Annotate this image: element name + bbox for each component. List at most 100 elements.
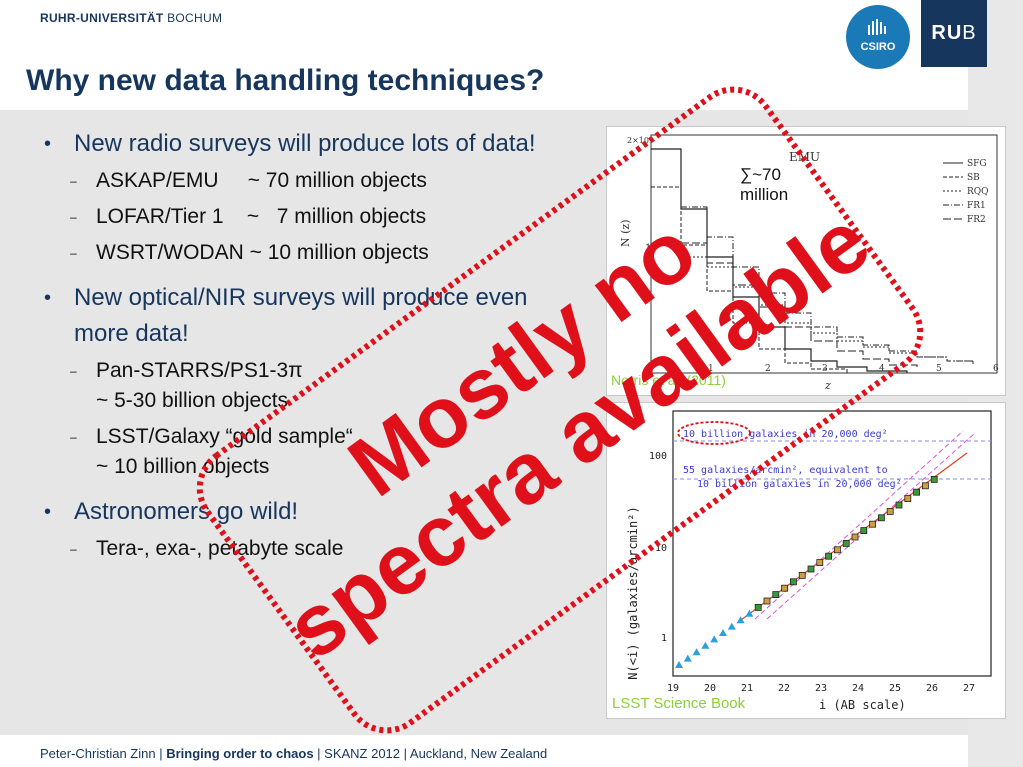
data-point-triangle [745, 609, 754, 617]
bullet-astronomers: Astronomers go wild! [44, 494, 584, 530]
data-point-square [921, 482, 929, 490]
data-point-square [807, 565, 815, 573]
svg-text:3: 3 [822, 364, 828, 374]
data-point-square [842, 539, 850, 547]
csiro-logo: CSIRO [846, 5, 910, 69]
svg-text:1: 1 [661, 633, 667, 644]
y-max-label: 2×10⁶ [627, 136, 652, 145]
data-point-square [825, 552, 833, 560]
data-point-triangle [701, 641, 710, 649]
csiro-logo-icon [868, 19, 886, 35]
annotation-2a: 55 galaxies/arcmin², equivalent to [683, 465, 888, 476]
data-point-triangle [692, 648, 701, 656]
series-sb [651, 186, 848, 373]
data-point-square [789, 578, 797, 586]
x-ticks: 19 20 21 22 23 24 25 26 27 [667, 683, 975, 694]
data-point-triangle [675, 661, 683, 668]
university-logo-text: RUHR-UNIVERSITÄT BOCHUM [40, 11, 223, 25]
svg-text:RQQ: RQQ [967, 187, 989, 197]
sub-bullet-lofar: LOFAR/Tier 1 ~ 7 million objects [44, 202, 584, 232]
svg-text:24: 24 [852, 683, 864, 694]
svg-text:19: 19 [667, 683, 679, 694]
sub-bullet-wsrt: WSRT/WODAN ~ 10 million objects [44, 238, 584, 268]
data-points [675, 476, 938, 668]
svg-text:27: 27 [963, 683, 975, 694]
svg-text:100: 100 [649, 451, 667, 462]
svg-text:21: 21 [741, 683, 753, 694]
lsst-counts-plot: N(<i) (galaxies/arcmin²) 100 10 1 19 20 … [606, 402, 1006, 719]
csiro-logo-label: CSIRO [860, 41, 896, 53]
annotation-circle [677, 421, 751, 445]
data-point-triangle [683, 654, 692, 662]
data-point-square [781, 584, 789, 592]
footer: Peter-Christian Zinn | Bringing order to… [0, 735, 968, 767]
sub-bullet-lsst: LSST/Galaxy “gold sample“~ 10 billion ob… [44, 422, 584, 482]
plot-frame [650, 134, 998, 374]
data-point-square [877, 514, 885, 522]
bullet-radio-surveys: New radio surveys will produce lots of d… [44, 126, 584, 162]
annotation-2b: 10 billion galaxies in 20,000 deg² [697, 479, 902, 490]
svg-text:20: 20 [704, 683, 716, 694]
data-point-square [763, 597, 771, 605]
y-axis-label: N(<i) (galaxies/arcmin²) [626, 506, 640, 679]
svg-text:4: 4 [879, 364, 885, 374]
svg-text:22: 22 [778, 683, 790, 694]
y-axis-label: N (z) [619, 220, 632, 248]
sum-annotation: ∑~70 million [740, 165, 789, 204]
annotation-1: 10 billion galaxies in 20,000 deg² [683, 429, 888, 440]
data-point-triangle [719, 629, 727, 636]
svg-text:5: 5 [936, 364, 942, 374]
figure1-caption: Norris et al. (2011) [611, 372, 726, 388]
svg-text:25: 25 [889, 683, 901, 694]
data-point-square [833, 546, 841, 554]
svg-text:FR2: FR2 [967, 215, 986, 225]
svg-text:2: 2 [765, 364, 771, 374]
data-point-square [913, 488, 921, 496]
x-axis-label: i (AB scale) [819, 698, 906, 712]
svg-text:6: 6 [993, 364, 999, 374]
svg-text:26: 26 [926, 683, 938, 694]
series-fr1 [681, 206, 974, 365]
slide-title: Why new data handling techniques? [26, 64, 545, 97]
legend: SFG SB RQQ FR1 FR2 [943, 159, 989, 225]
plot-frame [672, 410, 992, 677]
data-point-triangle [736, 616, 745, 624]
data-point-square [895, 501, 903, 509]
y-one-label: 1 [645, 243, 651, 254]
svg-text:1: 1 [708, 364, 714, 374]
data-point-square [904, 495, 912, 502]
series-fr2 [681, 242, 918, 369]
data-point-square [798, 571, 806, 579]
emu-redshift-plot: 2×10⁶ 1 N (z) EMU SFG SB RQQ FR1 FR2 1 2… [606, 126, 1006, 396]
footer-text: Peter-Christian Zinn | Bringing order to… [40, 746, 548, 761]
stamp-border [196, 86, 924, 734]
data-point-square [930, 476, 938, 483]
figure2-caption: LSST Science Book [612, 695, 746, 712]
bullet-optical-surveys: New optical/NIR surveys will produce eve… [44, 280, 584, 352]
svg-text:10: 10 [655, 543, 667, 554]
y-ticks: 100 10 1 [649, 451, 667, 644]
data-point-square [860, 527, 868, 534]
bullet-list: New radio surveys will produce lots of d… [44, 126, 584, 570]
model-line-magenta-1 [754, 430, 964, 620]
svg-text:FR1: FR1 [967, 201, 986, 211]
svg-text:23: 23 [815, 683, 827, 694]
sub-bullet-panstarrs: Pan-STARRS/PS1-3π~ 5-30 billion objects [44, 356, 584, 416]
sub-bullet-scale: Tera-, exa-, petabyte scale [44, 534, 584, 564]
svg-text:SFG: SFG [967, 159, 987, 169]
rub-logo: RUB [921, 0, 987, 67]
data-point-square [869, 520, 877, 528]
x-ticks: 1 2 3 4 5 6 [708, 364, 999, 374]
x-axis-label: z [824, 379, 831, 392]
lsst-counts-chart: N(<i) (galaxies/arcmin²) 100 10 1 19 20 … [626, 410, 992, 712]
data-point-square [772, 591, 780, 599]
data-point-triangle [710, 635, 719, 643]
data-point-square [754, 603, 762, 611]
data-point-square [816, 559, 824, 567]
data-point-triangle [727, 622, 736, 630]
svg-text:SB: SB [967, 173, 980, 183]
data-point-square [886, 508, 894, 515]
data-point-square [851, 533, 859, 541]
sub-bullet-askap: ASKAP/EMU ~ 70 million objects [44, 166, 584, 196]
